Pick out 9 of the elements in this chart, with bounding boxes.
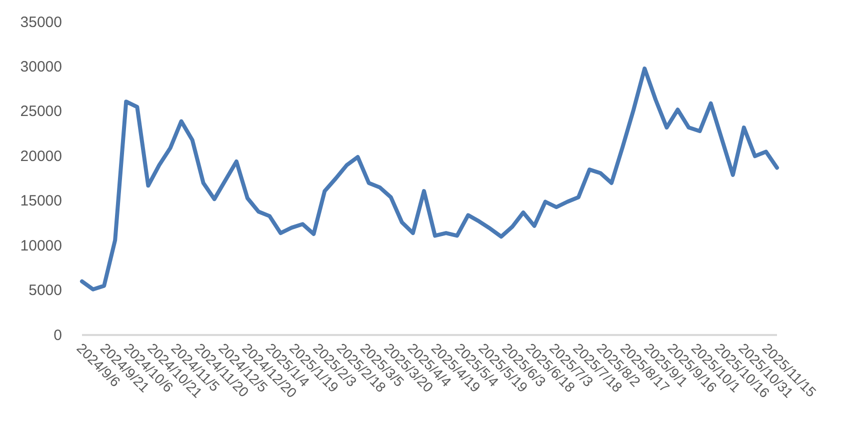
y-tick-label: 35000 bbox=[20, 14, 62, 31]
y-tick-label: 10000 bbox=[20, 237, 62, 254]
line-series bbox=[80, 66, 779, 292]
y-tick-label: 20000 bbox=[20, 148, 62, 165]
y-tick-label: 5000 bbox=[28, 282, 62, 300]
y-tick-label: 30000 bbox=[20, 58, 62, 76]
y-tick-label: 15000 bbox=[20, 192, 62, 210]
y-tick-label: 0 bbox=[54, 326, 62, 344]
y-tick-label: 25000 bbox=[20, 103, 62, 120]
